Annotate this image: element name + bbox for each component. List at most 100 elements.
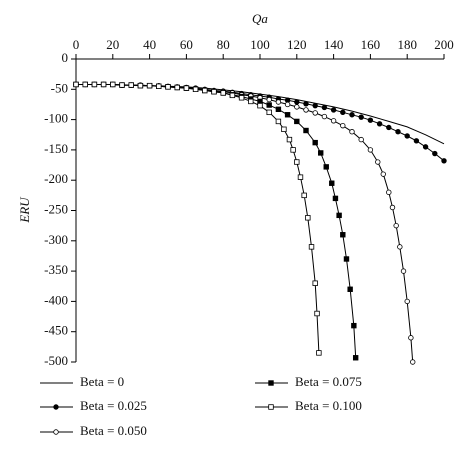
legend-label: Beta = 0 — [80, 374, 124, 389]
marker — [266, 96, 272, 103]
y-tick-label: -150 — [44, 141, 68, 156]
marker — [294, 104, 300, 110]
marker — [192, 86, 199, 92]
marker — [305, 215, 311, 221]
marker — [248, 98, 254, 105]
series-line — [76, 84, 414, 363]
marker — [422, 144, 429, 150]
legend-marker — [53, 404, 59, 410]
marker — [275, 106, 282, 112]
legend-marker — [268, 380, 274, 386]
x-tick-label: 80 — [217, 37, 230, 52]
series-line — [76, 84, 320, 353]
marker — [266, 102, 272, 108]
marker — [330, 107, 337, 113]
marker — [174, 84, 180, 91]
x-tick-label: 140 — [324, 37, 344, 52]
marker — [301, 192, 307, 199]
marker — [308, 244, 315, 250]
legend-label: Beta = 0.100 — [295, 398, 362, 413]
marker — [432, 150, 438, 157]
marker — [386, 124, 392, 131]
x-axis-title: Qa — [252, 11, 268, 26]
marker — [367, 117, 374, 123]
marker — [312, 102, 318, 109]
marker — [82, 81, 88, 88]
marker — [91, 81, 98, 88]
marker — [367, 147, 374, 153]
marker — [376, 121, 383, 127]
legend-label: Beta = 0.075 — [295, 374, 362, 389]
marker — [137, 82, 144, 89]
marker — [329, 180, 335, 186]
marker — [220, 90, 226, 96]
marker — [314, 310, 320, 317]
y-tick-label: -100 — [44, 111, 68, 126]
marker — [389, 204, 396, 211]
x-tick-label: 0 — [73, 37, 80, 52]
legend-marker — [268, 404, 274, 410]
marker — [303, 101, 309, 107]
marker — [400, 268, 407, 274]
y-tick-label: -200 — [44, 171, 68, 186]
marker — [380, 171, 386, 177]
marker — [321, 104, 328, 111]
marker — [286, 136, 293, 143]
x-tick-label: 120 — [287, 37, 307, 52]
marker — [266, 109, 272, 116]
marker — [284, 112, 291, 118]
series-line — [76, 84, 357, 358]
x-tick-label: 180 — [397, 37, 417, 52]
marker — [343, 256, 350, 262]
marker — [393, 222, 399, 229]
marker — [340, 122, 346, 129]
marker — [347, 286, 353, 292]
marker — [375, 159, 381, 165]
y-axis-title: ERU — [17, 196, 32, 224]
marker — [202, 87, 208, 94]
x-tick-label: 60 — [180, 37, 193, 52]
marker — [316, 350, 322, 356]
marker — [318, 150, 324, 156]
marker — [284, 101, 291, 108]
marker — [100, 81, 107, 88]
marker — [358, 114, 364, 120]
y-tick-label: -450 — [44, 323, 68, 338]
marker — [332, 195, 339, 202]
y-tick-label: -350 — [44, 262, 68, 277]
marker — [146, 82, 153, 89]
legend-marker — [53, 429, 59, 435]
marker — [229, 92, 236, 99]
marker — [312, 139, 318, 146]
y-tick-label: -500 — [44, 353, 68, 368]
marker — [321, 113, 328, 120]
marker — [294, 99, 300, 105]
marker — [119, 82, 125, 88]
marker — [386, 189, 392, 196]
marker — [238, 95, 245, 101]
y-tick-label: -50 — [51, 80, 68, 95]
marker — [340, 232, 346, 238]
x-tick-label: 20 — [106, 37, 119, 52]
marker — [290, 147, 296, 153]
marker — [336, 212, 342, 219]
y-tick-label: -400 — [44, 292, 68, 307]
legend-label: Beta = 0.050 — [80, 423, 147, 438]
y-tick-label: -300 — [44, 232, 68, 247]
marker — [340, 109, 346, 116]
marker — [441, 158, 447, 164]
marker — [128, 82, 134, 88]
marker — [410, 359, 416, 365]
marker — [294, 159, 300, 165]
marker — [281, 126, 287, 132]
marker — [351, 322, 357, 329]
marker — [303, 107, 309, 113]
marker — [397, 244, 403, 250]
marker — [211, 89, 217, 95]
marker — [73, 81, 79, 88]
marker — [110, 81, 116, 88]
marker — [349, 129, 355, 135]
marker — [323, 164, 329, 170]
marker — [297, 174, 304, 180]
